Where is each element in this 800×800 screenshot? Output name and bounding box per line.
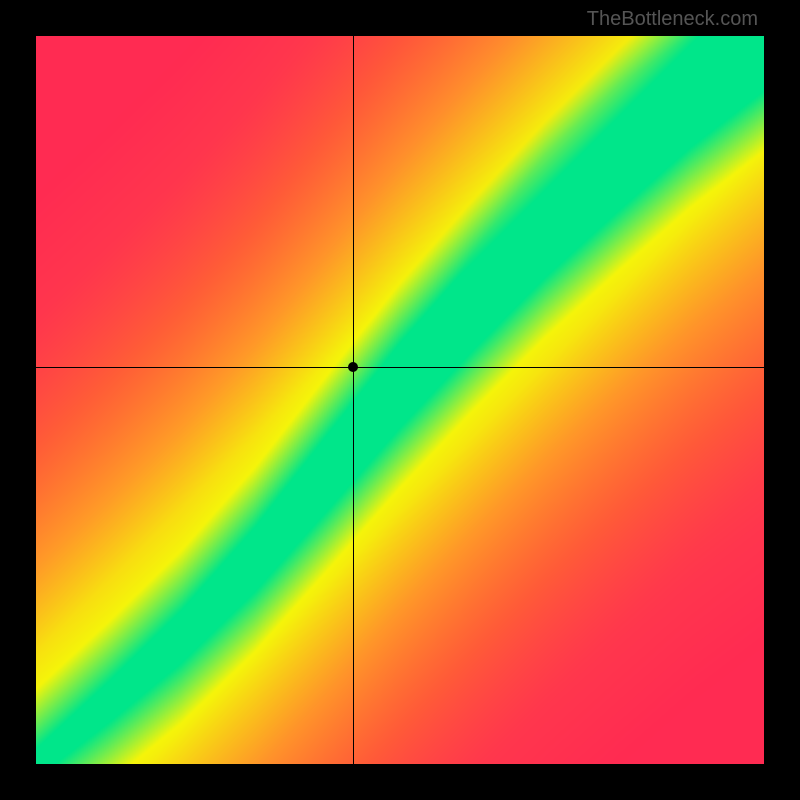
crosshair-vertical [353,36,354,764]
crosshair-horizontal [36,367,764,368]
plot-area [36,36,764,764]
selected-point-marker[interactable] [348,362,358,372]
bottleneck-heatmap [36,36,764,764]
chart-container: TheBottleneck.com [0,0,800,800]
watermark-text: TheBottleneck.com [587,8,758,31]
